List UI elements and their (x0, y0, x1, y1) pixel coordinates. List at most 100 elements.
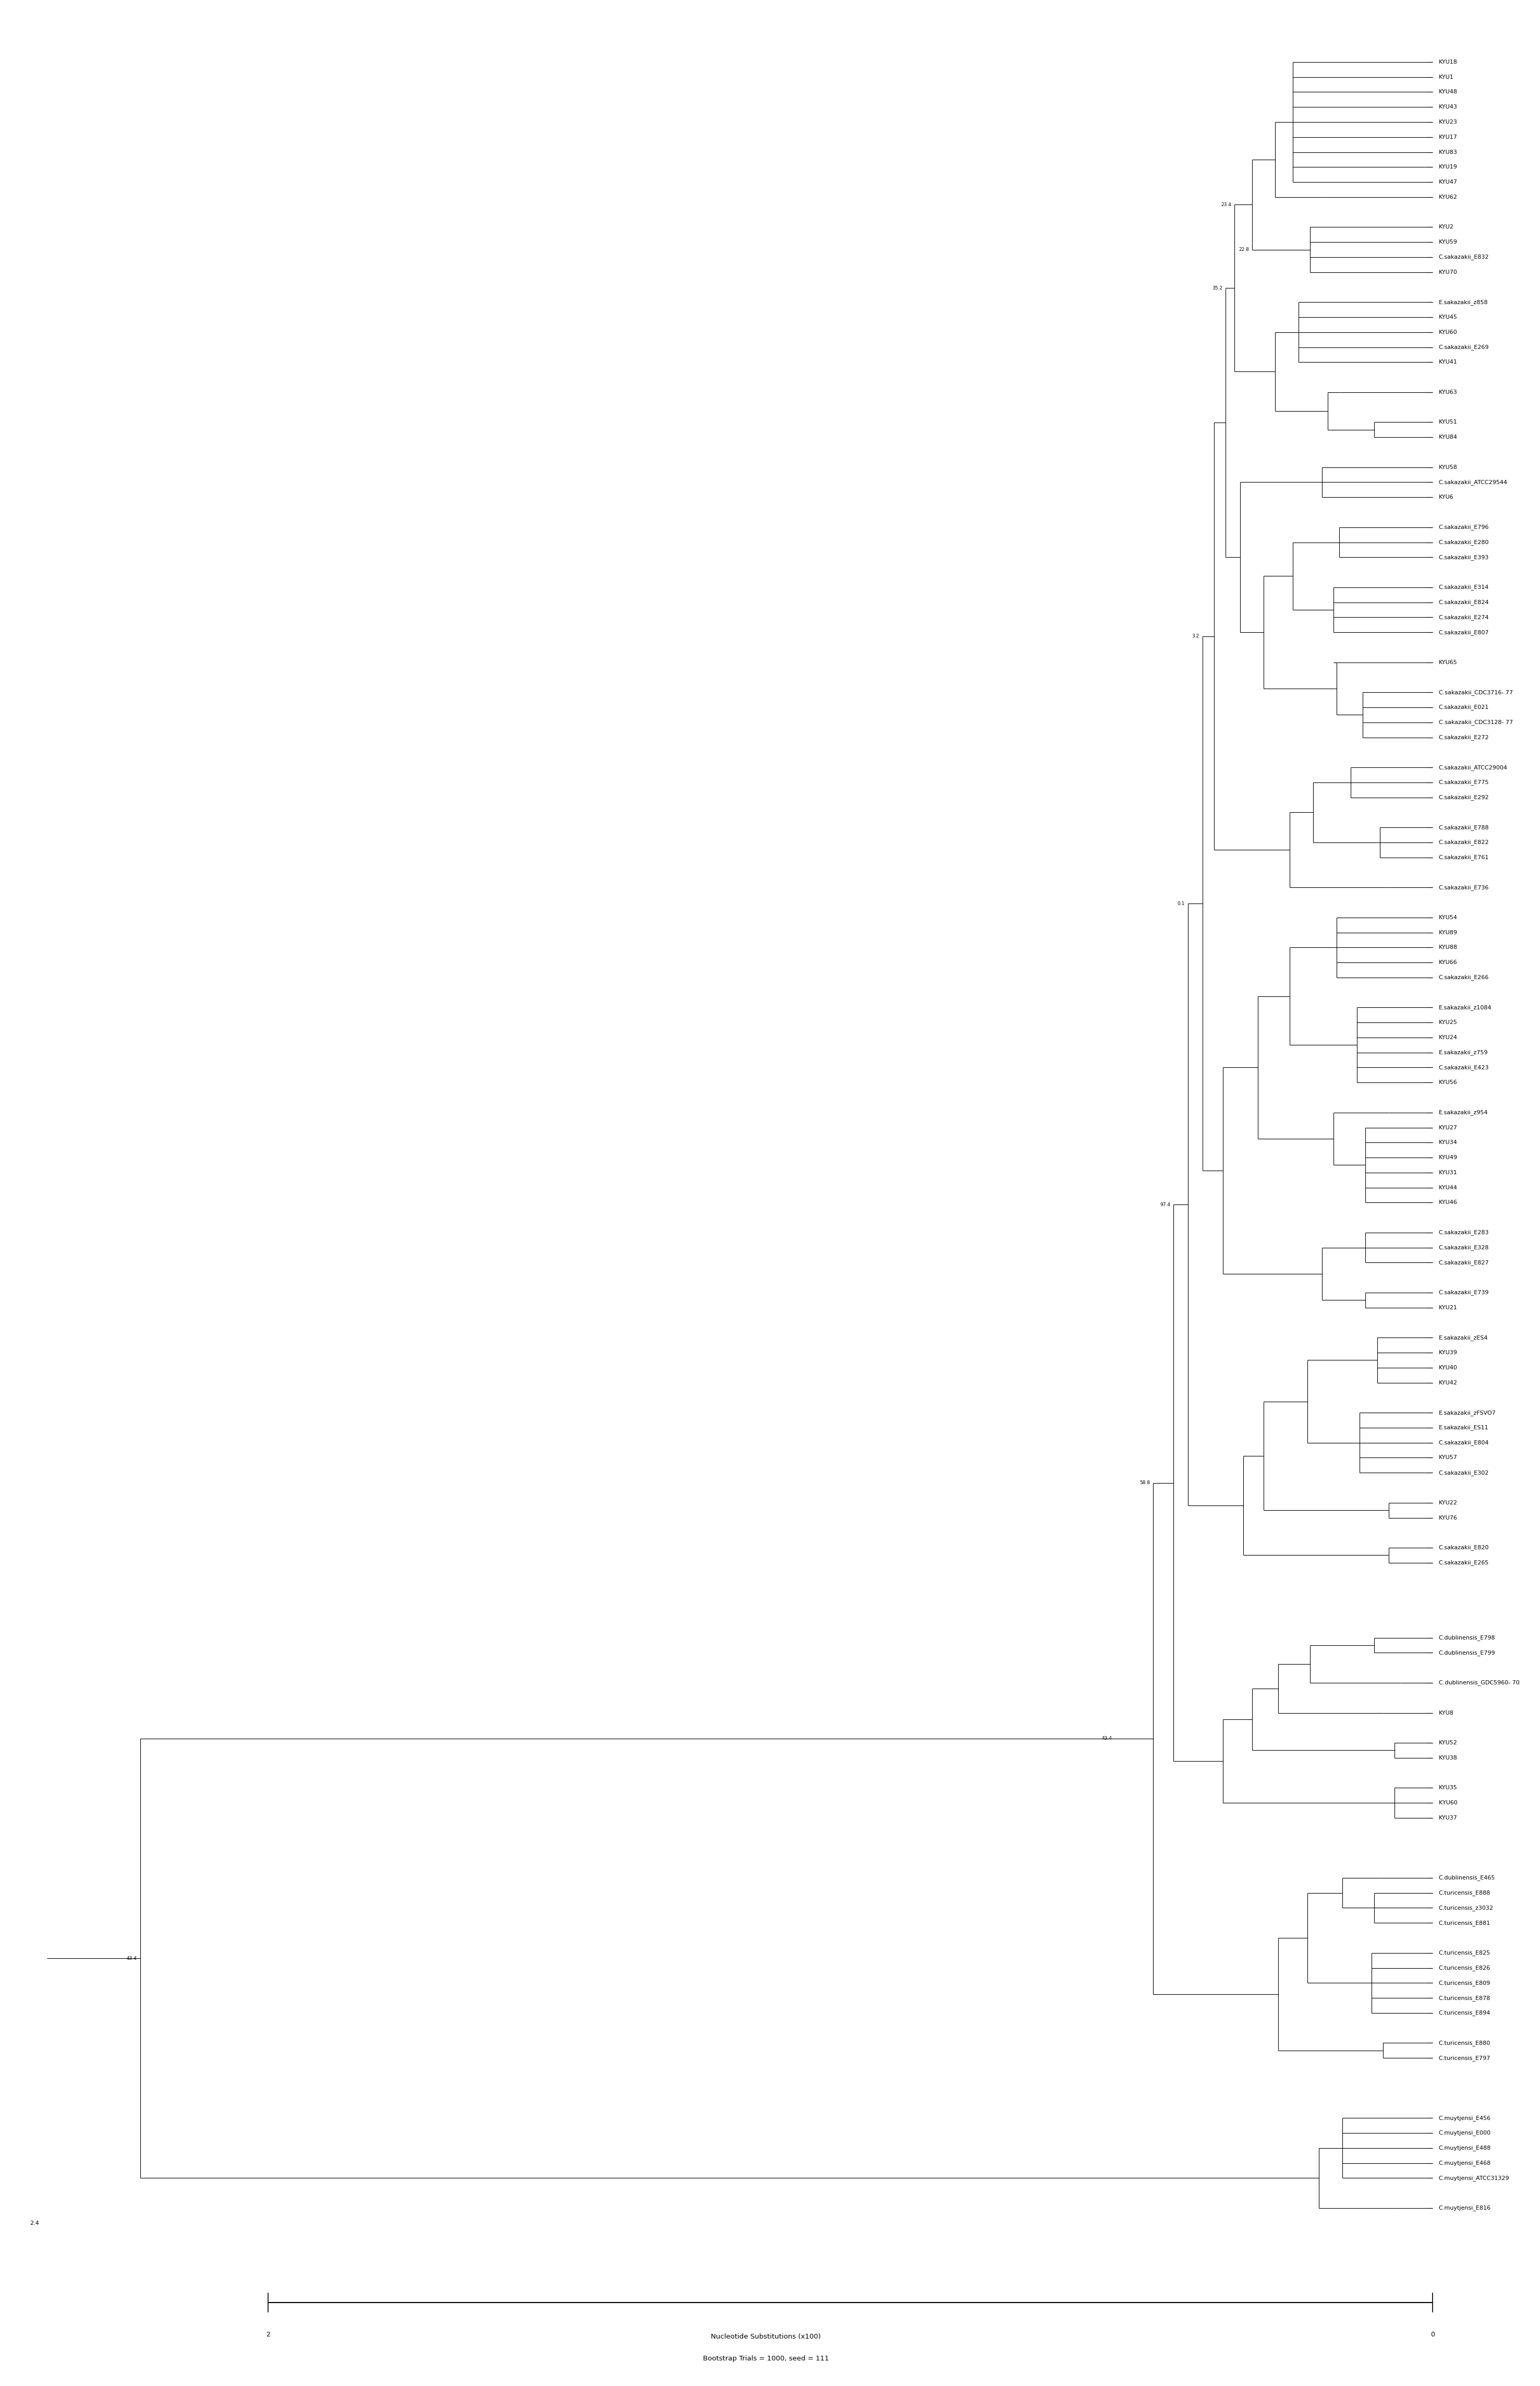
Text: C.sakazakii_E804: C.sakazakii_E804 (1438, 1439, 1489, 1446)
Text: C.sakazakii_E283: C.sakazakii_E283 (1438, 1229, 1489, 1236)
Text: KYU84: KYU84 (1438, 434, 1457, 439)
Text: KYU70: KYU70 (1438, 270, 1457, 274)
Text: KYU54: KYU54 (1438, 914, 1457, 921)
Text: C.sakazakii_ATCC29544: C.sakazakii_ATCC29544 (1438, 480, 1508, 484)
Text: C.turicensis_E809: C.turicensis_E809 (1438, 1980, 1491, 1985)
Text: KYU59: KYU59 (1438, 239, 1457, 246)
Text: C.sakazakii_CDC3716- 77: C.sakazakii_CDC3716- 77 (1438, 690, 1512, 694)
Text: KYU83: KYU83 (1438, 150, 1457, 155)
Text: C.sakazakii_E314: C.sakazakii_E314 (1438, 585, 1489, 589)
Text: KYU18: KYU18 (1438, 60, 1457, 64)
Text: 43.4: 43.4 (126, 1957, 137, 1961)
Text: C.sakazakii_E796: C.sakazakii_E796 (1438, 525, 1489, 530)
Text: C.sakazakii_E292: C.sakazakii_E292 (1438, 795, 1489, 799)
Text: KYU51: KYU51 (1438, 420, 1457, 425)
Text: C.sakazakii_E832: C.sakazakii_E832 (1438, 255, 1489, 260)
Text: E.sakazakii_zES4: E.sakazakii_zES4 (1438, 1334, 1488, 1341)
Text: KYU52: KYU52 (1438, 1739, 1457, 1747)
Text: E.sakazakii_z759: E.sakazakii_z759 (1438, 1050, 1488, 1055)
Text: C.sakazakii_E302: C.sakazakii_E302 (1438, 1470, 1489, 1475)
Text: KYU1: KYU1 (1438, 74, 1454, 79)
Text: 23.4: 23.4 (1221, 203, 1232, 208)
Text: C.sakazakii_CDC3128- 77: C.sakazakii_CDC3128- 77 (1438, 721, 1512, 725)
Text: KYU60: KYU60 (1438, 1801, 1458, 1806)
Text: C.dublinensis_E798: C.dublinensis_E798 (1438, 1634, 1495, 1642)
Text: KYU65: KYU65 (1438, 659, 1457, 666)
Text: 43.4: 43.4 (1101, 1737, 1112, 1742)
Text: C.turicensis_E797: C.turicensis_E797 (1438, 2054, 1491, 2062)
Text: C.sakazakii_E393: C.sakazakii_E393 (1438, 554, 1489, 561)
Text: KYU19: KYU19 (1438, 165, 1457, 169)
Text: C.sakazakii_E739: C.sakazakii_E739 (1438, 1291, 1489, 1296)
Text: C.sakazakii_E423: C.sakazakii_E423 (1438, 1064, 1489, 1071)
Text: 2: 2 (266, 2331, 270, 2338)
Text: KYU44: KYU44 (1438, 1186, 1457, 1191)
Text: C.muytjensi_E000: C.muytjensi_E000 (1438, 2131, 1491, 2135)
Text: KYU45: KYU45 (1438, 315, 1457, 320)
Text: Nucleotide Substitutions (x100): Nucleotide Substitutions (x100) (711, 2334, 821, 2341)
Text: 3.2: 3.2 (1192, 635, 1200, 639)
Text: KYU57: KYU57 (1438, 1455, 1457, 1460)
Text: KYU6: KYU6 (1438, 494, 1454, 499)
Text: KYU47: KYU47 (1438, 179, 1457, 184)
Text: KYU23: KYU23 (1438, 119, 1457, 124)
Text: C.sakazakii_E328: C.sakazakii_E328 (1438, 1245, 1489, 1250)
Text: E.sakazakii_z1084: E.sakazakii_z1084 (1438, 1005, 1492, 1009)
Text: KYU40: KYU40 (1438, 1365, 1457, 1370)
Text: C.sakazakii_E788: C.sakazakii_E788 (1438, 826, 1489, 830)
Text: E.sakazakii_z858: E.sakazakii_z858 (1438, 298, 1488, 305)
Text: E.sakazakii_ES11: E.sakazakii_ES11 (1438, 1424, 1489, 1432)
Text: KYU24: KYU24 (1438, 1036, 1457, 1040)
Text: KYU34: KYU34 (1438, 1141, 1457, 1145)
Text: KYU88: KYU88 (1438, 945, 1457, 950)
Text: C.sakazakii_E827: C.sakazakii_E827 (1438, 1260, 1489, 1265)
Text: C.sakazakii_E736: C.sakazakii_E736 (1438, 885, 1489, 890)
Text: KYU39: KYU39 (1438, 1350, 1457, 1355)
Text: C.turicensis_E881: C.turicensis_E881 (1438, 1921, 1491, 1926)
Text: KYU27: KYU27 (1438, 1124, 1457, 1131)
Text: C.sakazakii_E269: C.sakazakii_E269 (1438, 344, 1489, 351)
Text: 58.8: 58.8 (1140, 1479, 1150, 1484)
Text: E.sakazakii_z954: E.sakazakii_z954 (1438, 1109, 1488, 1114)
Text: KYU63: KYU63 (1438, 389, 1457, 394)
Text: KYU66: KYU66 (1438, 959, 1457, 964)
Text: KYU43: KYU43 (1438, 105, 1457, 110)
Text: C.turicensis_E894: C.turicensis_E894 (1438, 2009, 1491, 2016)
Text: KYU25: KYU25 (1438, 1019, 1457, 1026)
Text: C.sakazakii_E280: C.sakazakii_E280 (1438, 539, 1489, 544)
Text: C.sakazakii_E761: C.sakazakii_E761 (1438, 854, 1489, 861)
Text: KYU46: KYU46 (1438, 1200, 1457, 1205)
Text: C.turicensis_E880: C.turicensis_E880 (1438, 2040, 1491, 2045)
Text: C.sakazakii_E274: C.sakazakii_E274 (1438, 616, 1489, 620)
Text: C.turicensis_E888: C.turicensis_E888 (1438, 1890, 1491, 1897)
Text: KYU21: KYU21 (1438, 1305, 1457, 1310)
Text: 22.8: 22.8 (1238, 248, 1249, 253)
Text: C.dublinensis_E799: C.dublinensis_E799 (1438, 1651, 1495, 1656)
Text: C.sakazakii_E265: C.sakazakii_E265 (1438, 1560, 1489, 1565)
Text: KYU48: KYU48 (1438, 88, 1457, 95)
Text: C.turicensis_E826: C.turicensis_E826 (1438, 1966, 1491, 1971)
Text: KYU76: KYU76 (1438, 1515, 1457, 1520)
Text: C.sakazakii_E775: C.sakazakii_E775 (1438, 780, 1489, 785)
Text: KYU89: KYU89 (1438, 931, 1457, 935)
Text: 97.4: 97.4 (1160, 1203, 1170, 1207)
Text: C.muytjensi_ATCC31329: C.muytjensi_ATCC31329 (1438, 2176, 1509, 2181)
Text: C.muytjensi_E488: C.muytjensi_E488 (1438, 2145, 1491, 2150)
Text: C.sakazakii_E266: C.sakazakii_E266 (1438, 973, 1489, 981)
Text: KYU58: KYU58 (1438, 465, 1457, 470)
Text: KYU2: KYU2 (1438, 224, 1454, 229)
Text: C.sakazakii_E820: C.sakazakii_E820 (1438, 1544, 1489, 1551)
Text: C.muytjensi_E816: C.muytjensi_E816 (1438, 2205, 1491, 2212)
Text: C.sakazakii_E272: C.sakazakii_E272 (1438, 735, 1489, 740)
Text: KYU41: KYU41 (1438, 360, 1457, 365)
Text: 0.1: 0.1 (1178, 902, 1184, 907)
Text: C.dublinensis_GDC5960- 70: C.dublinensis_GDC5960- 70 (1438, 1680, 1520, 1685)
Text: 35.2: 35.2 (1212, 286, 1223, 291)
Text: KYU37: KYU37 (1438, 1816, 1457, 1821)
Text: KYU49: KYU49 (1438, 1155, 1457, 1160)
Text: C.sakazakii_E021: C.sakazakii_E021 (1438, 704, 1489, 711)
Text: C.sakazakii_E824: C.sakazakii_E824 (1438, 599, 1489, 606)
Text: KYU62: KYU62 (1438, 196, 1457, 200)
Text: C.sakazakii_ATCC29004: C.sakazakii_ATCC29004 (1438, 764, 1508, 771)
Text: C.turicensis_E878: C.turicensis_E878 (1438, 1995, 1491, 2002)
